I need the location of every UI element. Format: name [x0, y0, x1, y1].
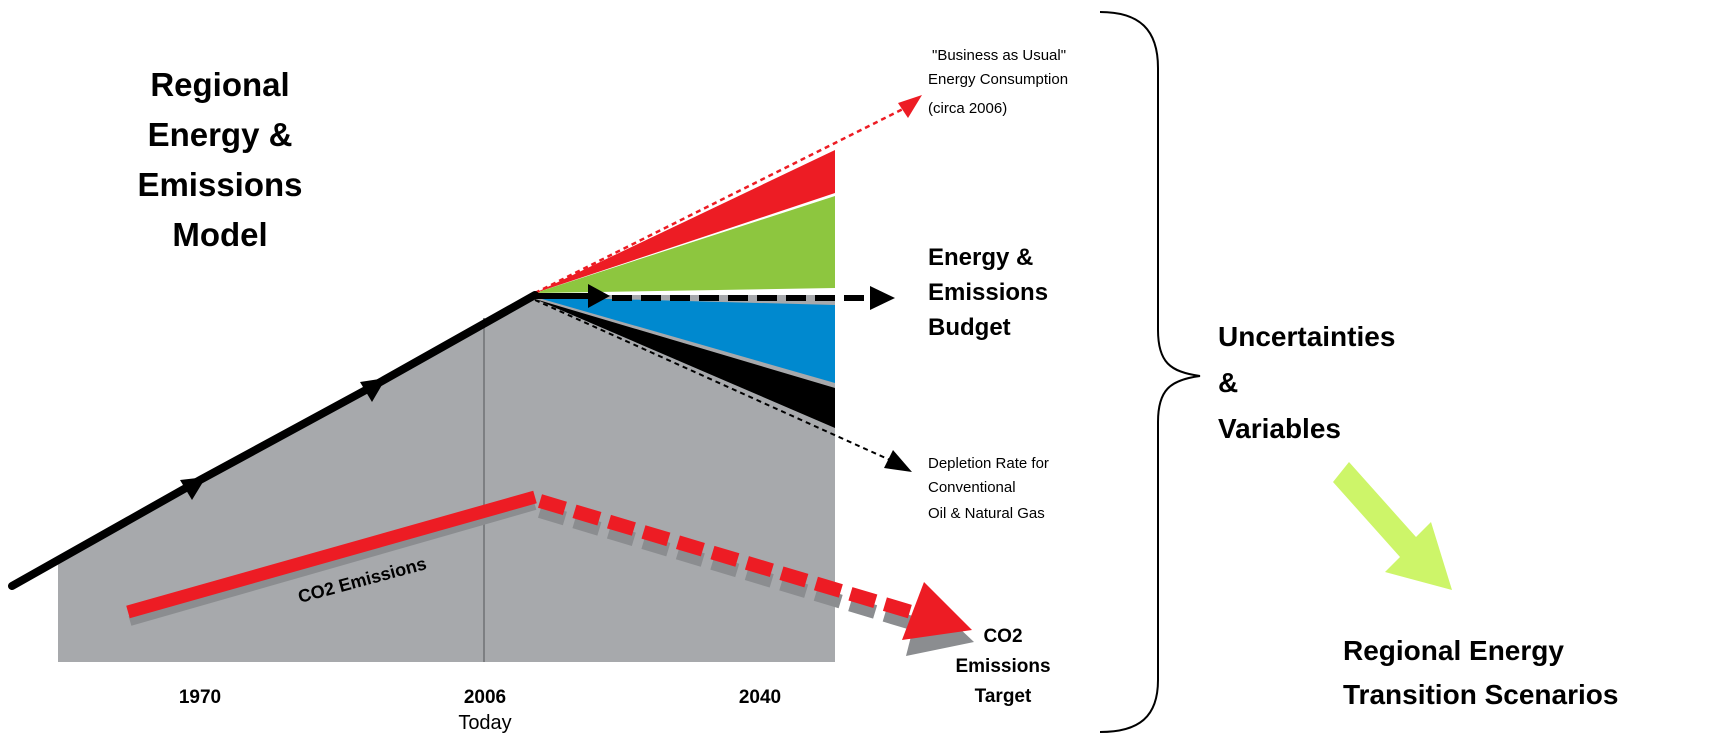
budget-arrowhead-1 — [588, 284, 610, 308]
bau-line-2: Energy Consumption — [928, 71, 1068, 88]
uncertainties-line-3: Variables — [1218, 413, 1341, 444]
co2-emissions-line — [126, 490, 537, 619]
co2-dashed-line — [537, 494, 921, 621]
business-as-usual-line — [534, 106, 906, 295]
budget-line-3: Budget — [928, 314, 1011, 341]
depletion-line-2: Conventional — [928, 479, 1016, 496]
uncertainties-line-2: & — [1218, 367, 1238, 398]
black-wedge — [535, 299, 835, 428]
business-as-usual-arrowhead — [898, 95, 922, 118]
title-line-4: Model — [172, 216, 267, 253]
tick-2040: 2040 — [739, 687, 781, 708]
co2-shadow-line — [128, 500, 537, 626]
today-label: Today — [458, 712, 511, 734]
co2-dashed-shadow — [537, 504, 928, 634]
blue-wedge — [535, 297, 835, 383]
uncertainties-label: Uncertainties & Variables — [1218, 321, 1395, 444]
red-wedge — [535, 150, 835, 293]
target-line-1: CO2 — [983, 626, 1022, 647]
title-line-1: Regional — [150, 66, 289, 103]
timeline-axis: 1970 2006 2040 — [179, 687, 781, 708]
scenarios-label: Regional Energy Transition Scenarios — [1343, 635, 1618, 710]
uncertainties-line-1: Uncertainties — [1218, 321, 1395, 352]
scenarios-line-1: Regional Energy — [1343, 635, 1564, 666]
co2-target-label: CO2 Emissions Target — [955, 626, 1050, 707]
energy-growth-line — [8, 291, 539, 590]
green-wedge — [535, 196, 835, 293]
bau-line-3: (circa 2006) — [928, 100, 1007, 117]
budget-arrowhead-2 — [870, 286, 895, 310]
co2-arrowhead — [902, 582, 972, 640]
depletion-line — [534, 299, 891, 461]
depletion-line-1: Depletion Rate for — [928, 455, 1049, 472]
brace-icon — [1099, 11, 1201, 733]
scenarios-line-2: Transition Scenarios — [1343, 679, 1618, 710]
depletion-arrowhead — [884, 450, 912, 472]
title-line-2: Energy & — [148, 116, 293, 153]
business-as-usual-text: "Business as Usual" Energy Consumption (… — [928, 47, 1068, 117]
growth-arrowhead-1 — [180, 477, 206, 500]
tick-1970: 1970 — [179, 687, 221, 708]
budget-line-1: Energy & — [928, 244, 1033, 271]
bau-line-1: "Business as Usual" — [932, 47, 1066, 64]
growth-arrowhead-2 — [360, 378, 386, 402]
target-line-2: Emissions — [955, 656, 1050, 677]
transition-arrow-icon — [1333, 462, 1452, 590]
budget-label: Energy & Emissions Budget — [928, 244, 1048, 341]
target-line-3: Target — [975, 686, 1032, 707]
tick-2006: 2006 — [464, 687, 506, 708]
model-title: Regional Energy & Emissions Model — [137, 66, 302, 253]
depletion-line-3: Oil & Natural Gas — [928, 505, 1045, 522]
budget-line-2: Emissions — [928, 279, 1048, 306]
depletion-label: Depletion Rate for Conventional Oil & Na… — [928, 455, 1049, 522]
title-line-3: Emissions — [137, 166, 302, 203]
